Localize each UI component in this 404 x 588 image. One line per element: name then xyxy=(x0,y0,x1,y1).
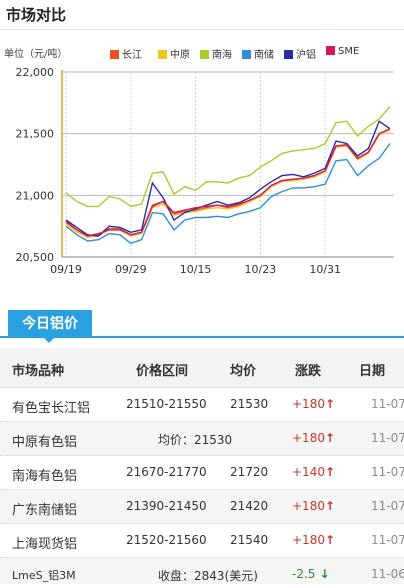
legend-item[interactable]: 南海 xyxy=(200,46,232,61)
arrow-up-icon: ↑ xyxy=(324,533,336,547)
series-line-沪铝 xyxy=(65,120,391,237)
legend-label: 沪铝 xyxy=(296,50,316,61)
merged-price: 收盘：2843(美元) xyxy=(158,569,258,583)
x-tick-label: 10/23 xyxy=(245,263,277,276)
table-row[interactable]: 有色宝长江铝 21510-21550 21530 +180↑ 11-07 xyxy=(0,388,404,422)
price-change: +140↑ xyxy=(292,465,335,479)
change-value: +180 xyxy=(292,397,325,411)
arrow-up-icon: ↑ xyxy=(324,397,336,411)
price-date: 11-07 xyxy=(371,397,404,411)
merged-price: 均价：21530 xyxy=(158,433,233,447)
change-value: +180 xyxy=(292,533,325,547)
header-avg: 均价 xyxy=(230,364,257,379)
table-header: 市场品种 价格区间 均价 涨跌 日期 xyxy=(0,348,404,388)
price-change: +180↑ xyxy=(292,397,335,411)
header-change: 涨跌 xyxy=(295,364,322,379)
legend-swatch xyxy=(284,50,293,59)
header-range: 价格区间 xyxy=(136,364,189,379)
table-row[interactable]: 中原有色铝 均价：21530 +180↑ 11-07 xyxy=(0,422,404,456)
legend-item[interactable]: SME xyxy=(326,46,359,57)
price-date: 11-06 xyxy=(371,567,404,581)
table-row[interactable]: LmeS_铝3M 收盘：2843(美元) -2.5 ↓ 11-06 xyxy=(0,558,404,584)
change-value: +140 xyxy=(292,465,325,479)
price-range: 21390-21450 xyxy=(126,499,207,513)
average-price: 21420 xyxy=(230,499,269,513)
y-tick-label: 22,000 xyxy=(16,66,55,79)
y-tick-label: 21,000 xyxy=(16,189,55,202)
market-name[interactable]: 广东南储铝 xyxy=(12,503,78,518)
price-date: 11-07 xyxy=(371,499,404,513)
series-line-南储 xyxy=(65,143,391,245)
legend-item[interactable]: 中原 xyxy=(158,46,190,61)
tab-today-price[interactable]: 今日铝价 xyxy=(8,310,92,338)
legend-label: 南海 xyxy=(212,50,232,61)
y-tick-label: 20,500 xyxy=(16,251,55,264)
change-value: -2.5 xyxy=(292,567,316,581)
legend-swatch xyxy=(326,46,335,55)
price-chart: 单位（元/吨） 长江 中原 南海 南储 沪铝 SME 20,500 21,000 21,500… xyxy=(0,32,404,286)
price-range: 21510-21550 xyxy=(126,397,207,411)
legend-label: 南储 xyxy=(254,50,274,61)
change-value: +180 xyxy=(292,431,325,445)
y-tick-label: 21,500 xyxy=(16,128,55,141)
arrow-up-icon: ↑ xyxy=(324,465,336,479)
arrow-down-icon: ↓ xyxy=(315,567,330,581)
legend-label: 长江 xyxy=(122,50,142,61)
series-line-SME xyxy=(65,128,391,237)
change-value: +180 xyxy=(292,499,325,513)
chart-svg: 20,500 21,000 21,500 22,000 09/19 09/29 10/15 1… xyxy=(16,66,394,276)
legend-swatch xyxy=(158,50,167,59)
market-name[interactable]: 上海现货铝 xyxy=(12,537,78,552)
price-change: -2.5 ↓ xyxy=(292,567,330,581)
table-row[interactable]: 上海现货铝 21520-21560 21540 +180↑ 11-07 xyxy=(0,524,404,558)
x-tick-label: 10/15 xyxy=(180,263,212,276)
price-change: +180↑ xyxy=(292,499,335,513)
legend-swatch xyxy=(242,50,251,59)
legend-item[interactable]: 沪铝 xyxy=(284,46,316,61)
table-row[interactable]: 南海有色铝 21670-21770 21720 +140↑ 11-07 xyxy=(0,456,404,490)
price-table: 市场品种 价格区间 均价 涨跌 日期 有色宝长江铝 21510-21550 2153… xyxy=(0,348,404,584)
header-date: 日期 xyxy=(359,364,386,379)
price-date: 11-07 xyxy=(371,465,404,479)
x-tick-label: 10/31 xyxy=(309,263,341,276)
legend-label: 中原 xyxy=(170,50,190,61)
average-price: 21540 xyxy=(230,533,269,547)
price-date: 11-07 xyxy=(371,431,404,445)
y-axis-unit-label: 单位（元/吨） xyxy=(4,49,68,60)
legend-item[interactable]: 南储 xyxy=(242,46,274,61)
legend-label: SME xyxy=(338,46,360,57)
price-change: +180↑ xyxy=(292,533,335,547)
tab-pointer xyxy=(44,338,54,343)
market-name[interactable]: LmeS_铝3M xyxy=(12,569,76,582)
price-date: 11-07 xyxy=(371,533,404,547)
x-tick-label: 09/29 xyxy=(115,263,147,276)
market-name[interactable]: 中原有色铝 xyxy=(12,435,78,450)
header-market: 市场品种 xyxy=(12,364,65,379)
legend-item[interactable]: 长江 xyxy=(110,46,142,61)
x-tick-label: 09/19 xyxy=(50,263,82,276)
table-body: 有色宝长江铝 21510-21550 21530 +180↑ 11-07 中原有色铝 均价：… xyxy=(0,388,404,584)
price-range: 21670-21770 xyxy=(126,465,207,479)
arrow-up-icon: ↑ xyxy=(324,499,336,513)
average-price: 21530 xyxy=(230,397,269,411)
table-row[interactable]: 广东南储铝 21390-21450 21420 +180↑ 11-07 xyxy=(0,490,404,524)
market-name[interactable]: 南海有色铝 xyxy=(12,469,78,484)
page-title: 市场对比 xyxy=(6,6,67,24)
market-name[interactable]: 有色宝长江铝 xyxy=(12,401,91,416)
header: 市场对比 xyxy=(0,0,404,30)
price-range: 21520-21560 xyxy=(126,533,207,547)
arrow-up-icon: ↑ xyxy=(324,431,336,445)
average-price: 21720 xyxy=(230,465,269,479)
price-change: +180↑ xyxy=(292,431,335,445)
tab-bar: 今日铝价 xyxy=(0,310,404,343)
legend-swatch xyxy=(200,50,209,59)
series-line-南海 xyxy=(65,106,391,208)
legend-swatch xyxy=(110,50,119,59)
